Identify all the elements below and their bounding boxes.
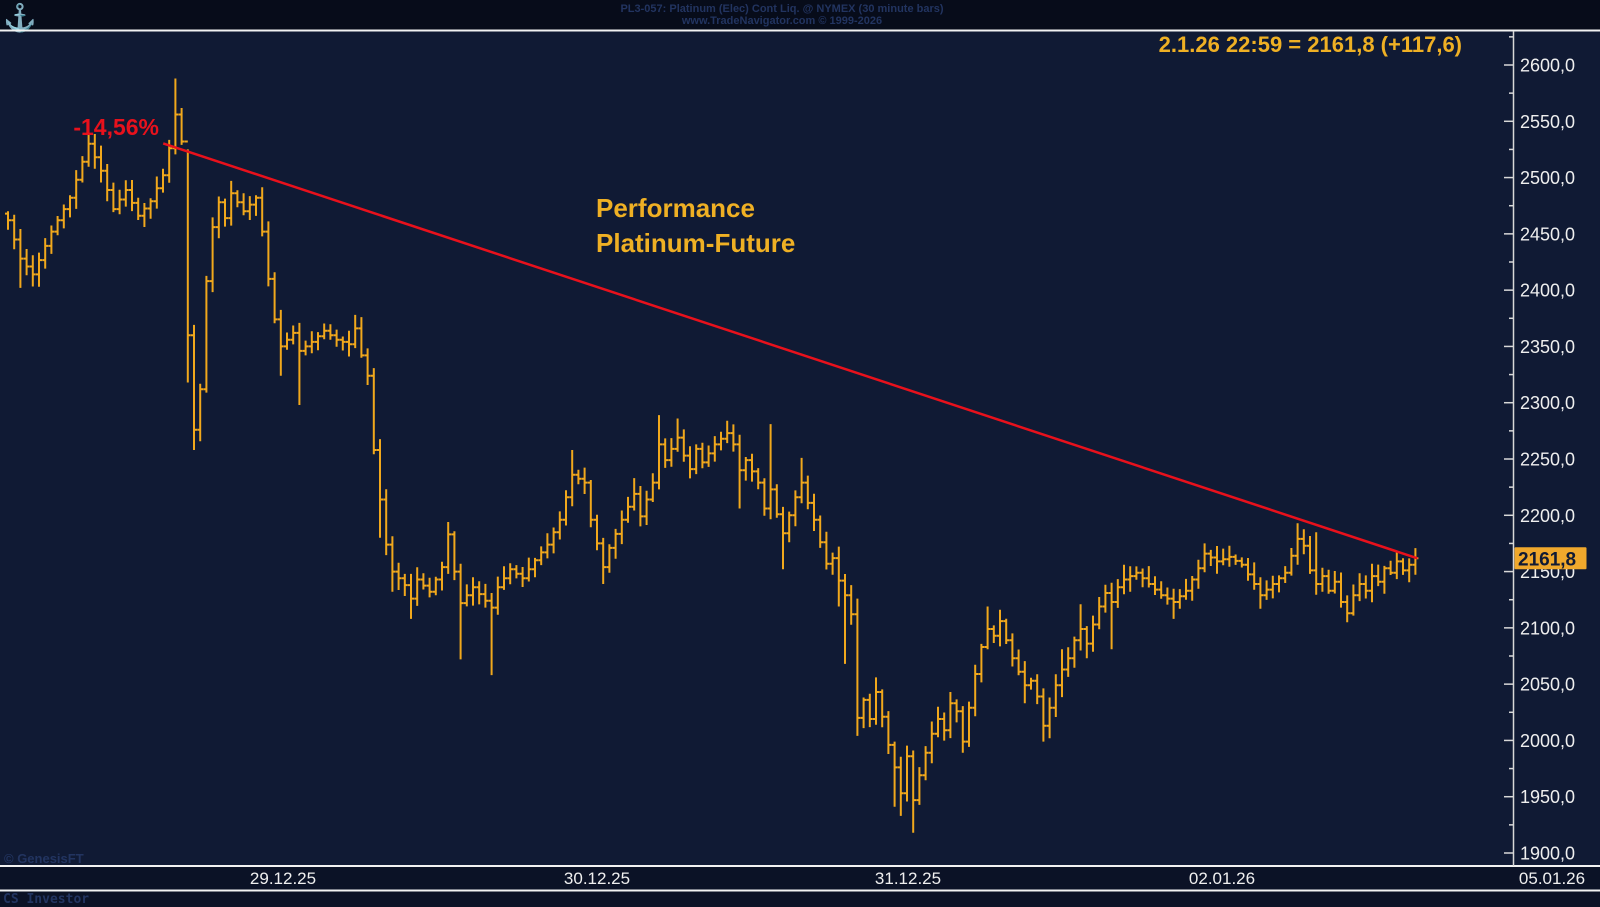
price-axis-label: 1950,0	[1520, 787, 1575, 807]
chart-header-symbol: PL3-057: Platinum (Elec) Cont Liq. @ NYM…	[620, 3, 943, 15]
price-axis-label: 2600,0	[1520, 56, 1575, 76]
price-axis-label: 2450,0	[1520, 224, 1575, 244]
anchor-icon[interactable]: ⚓	[3, 2, 37, 33]
price-axis-label: 2100,0	[1520, 618, 1575, 638]
chart-header-site: www.TradeNavigator.com © 1999-2026	[681, 15, 882, 27]
price-axis-label: 2250,0	[1520, 450, 1575, 470]
quote-info-label: 2.1.26 22:59 = 2161,8 (+117,6)	[1159, 32, 1462, 57]
price-axis-label: 2000,0	[1520, 731, 1575, 751]
price-axis-label: 2200,0	[1520, 506, 1575, 526]
price-axis-label: 2500,0	[1520, 168, 1575, 188]
date-axis-labels[interactable]: 29.12.25 30.12.25 31.12.25 02.01.26 05.01.26	[250, 869, 1585, 888]
date-axis-label: 30.12.25	[564, 869, 630, 888]
date-axis-label: 29.12.25	[250, 869, 316, 888]
date-axis-label: 05.01.26	[1519, 869, 1585, 888]
price-axis-ticks[interactable]	[1504, 36, 1513, 854]
chart-plot-area[interactable]	[0, 30, 1600, 866]
chart-title-line1[interactable]: Performance	[596, 193, 755, 223]
top-strip	[0, 0, 1600, 30]
genesis-watermark: © GenesisFT	[4, 851, 84, 866]
drawdown-percent-label[interactable]: -14,56%	[73, 114, 159, 140]
price-axis-label: 1900,0	[1520, 844, 1575, 864]
ohlc-price-bars	[5, 78, 1419, 833]
price-axis-label: 2300,0	[1520, 393, 1575, 413]
last-price-badge	[1514, 547, 1587, 570]
price-axis-label: 2550,0	[1520, 112, 1575, 132]
last-price-badge-label: 2161,8	[1518, 549, 1576, 570]
data-feed-watermark: CS Investor	[3, 892, 89, 907]
trendline[interactable]	[162, 142, 1418, 560]
date-axis-label: 31.12.25	[875, 869, 941, 888]
ohlc-bar-path	[5, 78, 1419, 833]
chart-title-line2[interactable]: Platinum-Future	[596, 228, 795, 258]
date-axis-label: 02.01.26	[1189, 869, 1255, 888]
price-axis-label: 2400,0	[1520, 281, 1575, 301]
bottom-strip	[0, 866, 1600, 907]
price-axis-label: 2350,0	[1520, 337, 1575, 357]
price-axis-labels: 1900,01950,02000,02050,02100,02150,02200…	[1520, 56, 1575, 864]
price-axis-label: 2050,0	[1520, 675, 1575, 695]
